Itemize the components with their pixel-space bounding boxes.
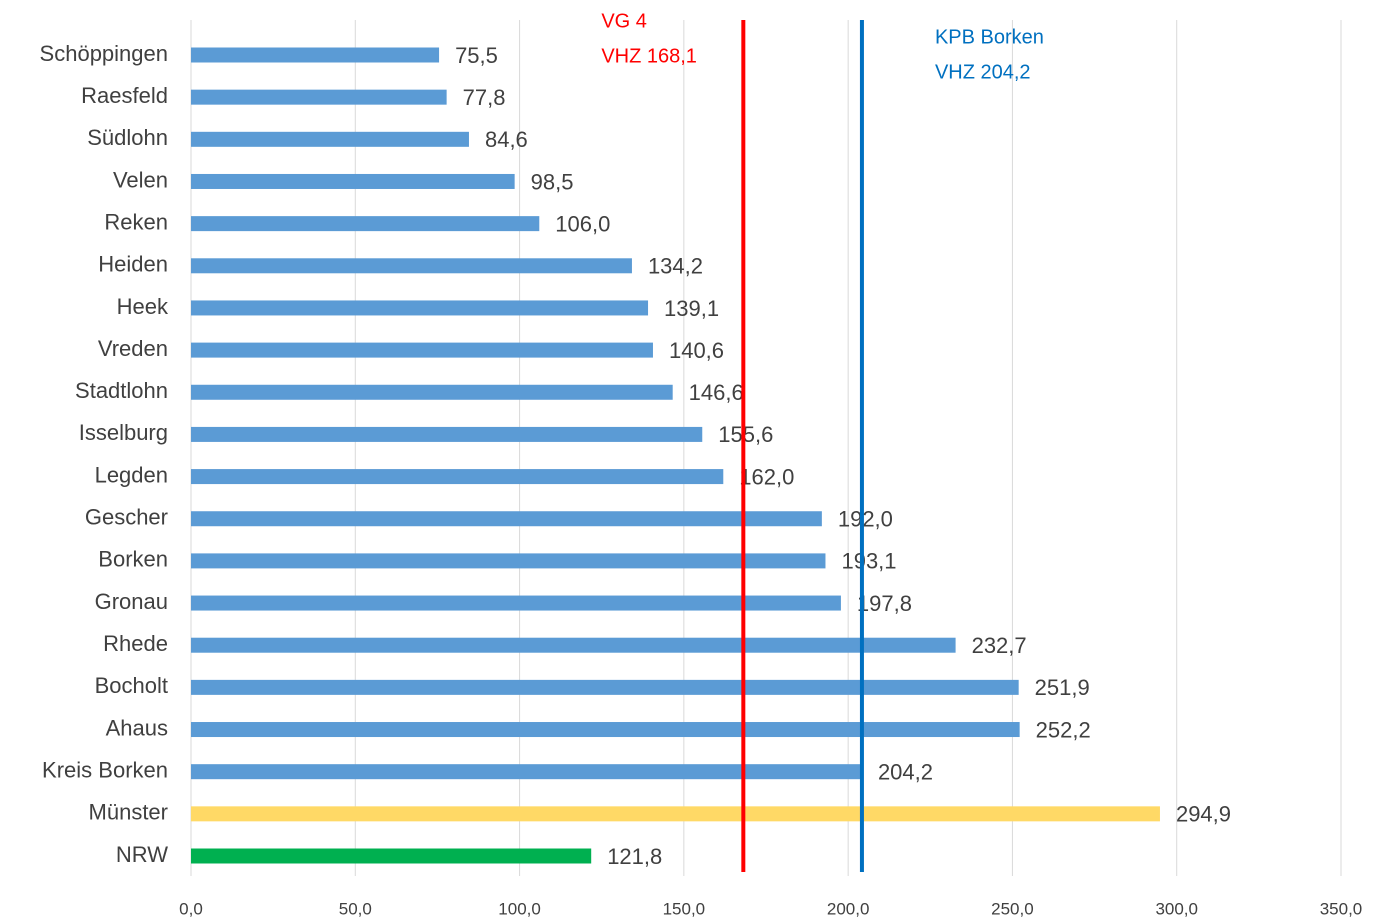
value-label: 294,9 (1176, 802, 1231, 827)
y-tick-label: Vreden (98, 336, 168, 361)
bar (191, 258, 632, 274)
value-label: 121,8 (607, 844, 662, 869)
y-tick-label: Borken (98, 547, 168, 572)
value-label: 75,5 (455, 43, 498, 68)
bar (191, 384, 673, 400)
value-label: 252,2 (1036, 717, 1091, 742)
x-tick-label: 0,0 (179, 899, 203, 918)
y-tick-label: Münster (89, 800, 168, 825)
y-tick-label: Gronau (95, 589, 168, 614)
bar (191, 426, 703, 442)
y-tick-label: Raesfeld (81, 83, 168, 108)
y-tick-label: Kreis Borken (42, 757, 168, 782)
value-label: 192,0 (838, 507, 893, 532)
y-tick-label: Schöppingen (40, 41, 168, 66)
bar (191, 89, 447, 105)
y-tick-label: Südlohn (87, 125, 168, 150)
x-tick-label: 350,0 (1320, 899, 1363, 918)
x-tick-label: 300,0 (1155, 899, 1198, 918)
y-tick-label: Reken (104, 209, 168, 234)
value-label: 162,0 (739, 464, 794, 489)
value-label: 106,0 (555, 211, 610, 236)
x-tick-label: 150,0 (663, 899, 706, 918)
x-tick-label: 250,0 (991, 899, 1034, 918)
value-label: 204,2 (878, 759, 933, 784)
y-tick-label: Bocholt (95, 673, 168, 698)
value-label: 98,5 (531, 169, 574, 194)
bar (191, 679, 1019, 695)
value-label: 134,2 (648, 254, 703, 279)
y-tick-label: NRW (116, 842, 168, 867)
bar (191, 342, 653, 358)
x-tick-label: 100,0 (498, 899, 541, 918)
reference-label: VHZ 204,2 (935, 61, 1031, 83)
bar (191, 173, 515, 189)
y-tick-label: Stadtlohn (75, 378, 168, 403)
bar (191, 848, 592, 864)
bar (191, 722, 1020, 738)
y-tick-label: Gescher (85, 505, 168, 530)
value-label: 193,1 (841, 549, 896, 574)
bar (191, 216, 540, 232)
value-label: 140,6 (669, 338, 724, 363)
reference-label: KPB Borken (935, 26, 1044, 48)
value-label: 77,8 (463, 85, 506, 110)
value-label: 139,1 (664, 296, 719, 321)
y-tick-label: Heek (117, 294, 169, 319)
y-tick-label: Velen (113, 167, 168, 192)
x-tick-label: 50,0 (339, 899, 372, 918)
bar (191, 47, 440, 63)
x-tick-label: 200,0 (827, 899, 870, 918)
bar (191, 511, 822, 527)
bar (191, 469, 724, 485)
bar (191, 806, 1160, 822)
y-tick-label: Isselburg (79, 420, 168, 445)
value-label: 197,8 (857, 591, 912, 616)
y-tick-label: Heiden (98, 252, 168, 277)
y-tick-label: Legden (95, 462, 168, 487)
bar (191, 300, 649, 316)
bar (191, 553, 826, 569)
bar (191, 595, 841, 611)
reference-label: VHZ 168,1 (601, 45, 697, 67)
value-label: 146,6 (689, 380, 744, 405)
y-tick-label: Ahaus (106, 715, 168, 740)
value-label: 232,7 (972, 633, 1027, 658)
reference-label: VG 4 (601, 10, 647, 32)
bar (191, 764, 862, 780)
value-label: 251,9 (1035, 675, 1090, 700)
bar (191, 637, 956, 653)
bar (191, 131, 469, 147)
y-tick-label: Rhede (103, 631, 168, 656)
value-label: 155,6 (718, 422, 773, 447)
value-label: 84,6 (485, 127, 528, 152)
